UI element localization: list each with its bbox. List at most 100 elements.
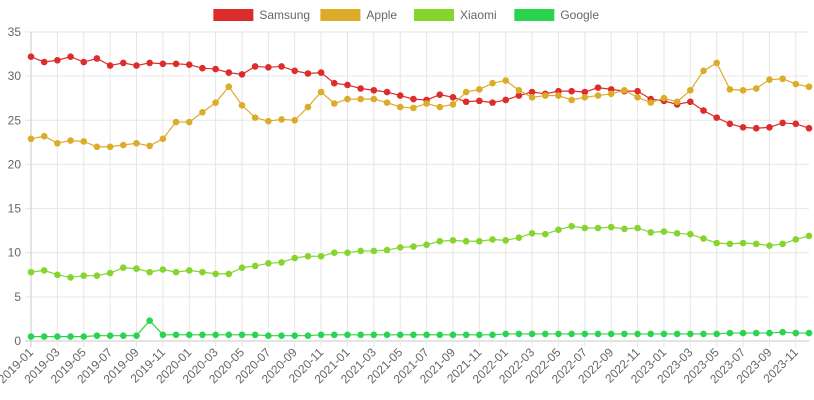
data-point-apple <box>700 67 707 75</box>
data-point-google <box>687 330 694 338</box>
data-point-apple <box>133 139 140 147</box>
data-point-xiaomi <box>541 230 549 238</box>
data-point-xiaomi <box>660 228 668 235</box>
data-point-apple <box>541 92 549 99</box>
data-point-apple <box>766 76 773 83</box>
data-point-xiaomi <box>805 232 813 240</box>
data-point-apple <box>528 94 536 101</box>
data-point-xiaomi <box>515 234 523 242</box>
data-point-apple <box>251 114 259 121</box>
data-point-xiaomi <box>291 254 299 262</box>
data-point-samsung <box>54 56 61 64</box>
data-point-samsung <box>515 92 523 99</box>
data-point-google <box>40 333 48 340</box>
data-point-google <box>278 332 285 340</box>
data-point-apple <box>779 75 786 83</box>
data-point-google <box>739 329 747 337</box>
data-point-google <box>449 331 457 339</box>
data-point-xiaomi <box>238 264 246 272</box>
data-point-samsung <box>357 85 364 92</box>
data-point-samsung <box>779 119 786 127</box>
legend-item-samsung[interactable]: Samsung <box>213 8 310 22</box>
data-point-apple <box>752 85 760 92</box>
data-point-google <box>700 330 707 338</box>
data-point-samsung <box>330 79 338 87</box>
data-point-samsung <box>739 124 747 131</box>
data-point-samsung <box>766 124 773 131</box>
data-point-google <box>27 333 35 340</box>
data-point-google <box>792 329 800 337</box>
legend-swatch <box>414 9 454 21</box>
data-point-google <box>344 331 351 339</box>
data-point-xiaomi <box>700 235 707 242</box>
legend-item-xiaomi[interactable]: Xiaomi <box>414 8 497 22</box>
data-point-samsung <box>106 62 114 69</box>
data-point-google <box>67 333 74 340</box>
data-point-samsung <box>410 95 417 103</box>
data-point-google <box>528 330 536 338</box>
data-point-xiaomi <box>792 236 800 243</box>
data-point-xiaomi <box>462 237 470 245</box>
legend-item-apple[interactable]: Apple <box>320 8 397 22</box>
data-point-google <box>383 331 391 339</box>
data-point-apple <box>713 59 720 67</box>
data-point-xiaomi <box>779 240 786 248</box>
data-point-xiaomi <box>159 266 167 273</box>
data-point-apple <box>54 139 61 147</box>
data-point-xiaomi <box>607 223 615 231</box>
legend-item-google[interactable]: Google <box>514 8 599 22</box>
data-point-google <box>291 332 299 340</box>
data-point-google <box>660 330 668 338</box>
data-point-samsung <box>225 69 233 76</box>
data-point-samsung <box>476 97 483 105</box>
data-point-xiaomi <box>317 252 325 260</box>
data-point-apple <box>621 86 628 94</box>
data-point-google <box>120 332 127 340</box>
data-point-google <box>555 330 562 338</box>
data-point-xiaomi <box>502 237 510 244</box>
data-point-apple <box>660 94 668 102</box>
data-point-apple <box>581 94 589 101</box>
data-point-google <box>766 329 773 337</box>
legend-swatch <box>320 9 361 21</box>
data-point-google <box>251 331 259 339</box>
data-point-samsung <box>713 114 720 121</box>
data-point-xiaomi <box>212 270 219 278</box>
data-point-xiaomi <box>555 226 562 234</box>
data-point-google <box>199 331 206 339</box>
data-point-samsung <box>383 88 391 96</box>
data-point-google <box>581 330 589 338</box>
data-point-google <box>436 331 444 339</box>
data-point-xiaomi <box>172 268 180 276</box>
data-point-samsung <box>436 91 444 98</box>
data-point-apple <box>146 142 153 150</box>
data-point-samsung <box>568 87 575 95</box>
data-point-xiaomi <box>752 240 760 248</box>
y-tick-label: 15 <box>8 202 22 216</box>
data-point-apple <box>291 116 299 124</box>
grid <box>25 31 809 347</box>
data-point-apple <box>225 83 233 91</box>
data-point-samsung <box>528 88 536 96</box>
data-point-google <box>225 331 233 339</box>
data-point-xiaomi <box>489 236 496 243</box>
data-point-xiaomi <box>80 272 88 279</box>
data-point-xiaomi <box>93 272 101 279</box>
data-point-google <box>568 330 575 338</box>
data-point-google <box>54 333 61 340</box>
data-point-google <box>423 331 430 339</box>
data-point-apple <box>489 79 496 87</box>
data-point-samsung <box>265 64 272 71</box>
data-point-xiaomi <box>330 249 338 257</box>
data-point-samsung <box>344 81 351 89</box>
data-point-xiaomi <box>120 264 127 272</box>
data-point-apple <box>172 118 180 126</box>
data-point-xiaomi <box>423 241 430 249</box>
data-point-samsung <box>278 63 285 70</box>
data-point-samsung <box>462 98 470 106</box>
data-point-google <box>172 331 180 339</box>
data-point-samsung <box>291 67 299 75</box>
data-point-xiaomi <box>476 237 483 245</box>
data-point-google <box>357 331 364 339</box>
data-point-xiaomi <box>357 247 364 255</box>
